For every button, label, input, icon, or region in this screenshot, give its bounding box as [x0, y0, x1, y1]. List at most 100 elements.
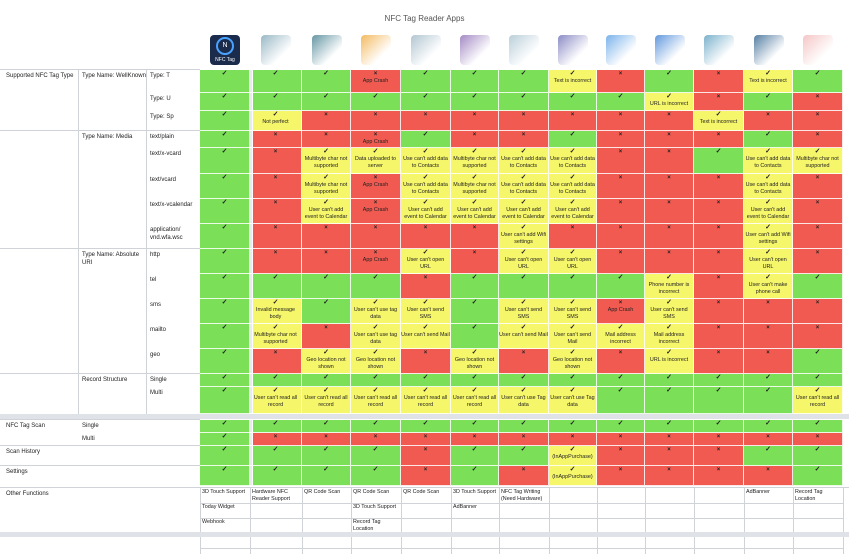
cross-icon: ×: [324, 132, 328, 138]
column-divider: [249, 174, 253, 199]
feature-text: QR Code Scan: [403, 489, 440, 495]
column-line: [200, 488, 201, 554]
check-icon: ✓: [372, 349, 379, 356]
app-icon-blurred[interactable]: [509, 35, 539, 65]
result-cell: ✓: [200, 224, 250, 249]
check-icon: ✓: [569, 349, 576, 356]
result-note: User can't use Tag data: [501, 395, 546, 408]
cross-icon: ×: [766, 112, 770, 118]
check-icon: ✓: [372, 374, 379, 381]
row-label: Type: T: [150, 73, 170, 79]
result-cell: ✓: [744, 374, 793, 387]
result-cell: ✓ (InAppPurchase): [549, 466, 597, 486]
app-icon-blurred[interactable]: [558, 35, 588, 65]
result-cell: ✓: [451, 299, 499, 324]
nfc-tag-app-icon[interactable]: N NFC Tag: [210, 35, 240, 65]
check-icon: ✓: [221, 111, 228, 118]
column-divider: [249, 433, 253, 446]
result-cell: ✓ User can't read all record: [250, 387, 302, 414]
result-note: User can't open URL: [749, 257, 787, 270]
app-icon-blurred[interactable]: [261, 35, 291, 65]
column-line: [694, 488, 695, 554]
result-cell: ✓ User can't read all record: [302, 387, 351, 414]
result-cell: ×: [793, 199, 843, 224]
app-icon-blurred[interactable]: [411, 35, 441, 65]
app-icon-blurred[interactable]: [753, 35, 784, 65]
result-cell: ×: [597, 466, 645, 486]
row-label: Single: [82, 423, 99, 429]
result-cell: ✓ User can't make phone call: [744, 274, 793, 299]
app-icon-blurred[interactable]: [606, 35, 636, 65]
cross-icon: ×: [472, 112, 477, 118]
check-icon: ✓: [569, 249, 576, 256]
app-icon-blurred[interactable]: [654, 35, 685, 65]
result-cell: ✓: [302, 299, 351, 324]
result-cell: ×: [549, 433, 597, 446]
check-icon: ✓: [617, 93, 624, 100]
result-cell: ✓: [200, 466, 250, 486]
result-cell: ✓ User can't send Mail: [499, 324, 549, 349]
result-cell: ✓ User can't send Mail: [401, 324, 451, 349]
result-cell: × App Crash: [351, 174, 401, 199]
result-cell: ✓ Multibyte char not supported: [451, 174, 499, 199]
result-cell: × App Crash: [597, 299, 645, 324]
row-divider: [200, 548, 843, 549]
check-icon: ✓: [323, 299, 329, 306]
cross-icon: ×: [618, 71, 623, 77]
app-icon-blurred[interactable]: [361, 35, 391, 65]
row-divider: [200, 518, 843, 519]
check-icon: ✓: [422, 131, 429, 138]
check-icon: ✓: [272, 299, 279, 306]
result-cell: ×: [694, 93, 744, 111]
cross-icon: ×: [273, 132, 278, 138]
result-cell: ×: [744, 433, 793, 446]
check-icon: ✓: [814, 387, 821, 394]
result-cell: ×: [401, 433, 451, 446]
result-cell: ✓: [200, 299, 250, 324]
check-icon: ✓: [272, 387, 279, 394]
result-cell: ✓ Data uploaded to server: [351, 148, 401, 174]
app-icon-blurred[interactable]: [704, 35, 734, 65]
result-note: (InAppPurchase): [552, 474, 593, 480]
check-icon: ✓: [272, 446, 279, 453]
result-cell: ×: [302, 224, 351, 249]
check-icon: ✓: [221, 70, 228, 77]
feature-text: 3D Touch Support: [453, 489, 497, 495]
row-divider: [0, 419, 200, 420]
result-cell: ✓ Text is incorrect: [744, 70, 793, 93]
check-icon: ✓: [520, 374, 527, 381]
row-label: Supported NFC Tag Type: [6, 73, 74, 79]
cross-icon: ×: [373, 132, 378, 138]
app-icon-blurred[interactable]: [460, 35, 490, 65]
feature-text: 3D Touch Support: [202, 489, 246, 495]
result-cell: ×: [597, 349, 645, 374]
app-icon-blurred[interactable]: [803, 35, 833, 65]
cross-icon: ×: [815, 112, 820, 118]
check-icon: ✓: [471, 349, 478, 356]
check-icon: ✓: [569, 93, 576, 100]
result-cell: ✓: [302, 466, 351, 486]
result-cell: ×: [597, 70, 645, 93]
check-icon: ✓: [323, 446, 329, 453]
column-divider: [249, 299, 253, 324]
result-cell: ✓: [302, 70, 351, 93]
result-cell: ✓: [302, 374, 351, 387]
check-icon: ✓: [272, 374, 279, 381]
check-icon: ✓: [520, 249, 527, 256]
result-cell: ×: [250, 349, 302, 374]
result-cell: ×: [744, 349, 793, 374]
check-icon: ✓: [715, 148, 722, 155]
result-cell: ✓ Multibyte char not supported: [302, 148, 351, 174]
result-cell: ✓: [645, 374, 694, 387]
result-note: Text is incorrect: [553, 78, 592, 84]
check-icon: ✓: [422, 387, 429, 394]
result-cell: ×: [694, 324, 744, 349]
cross-icon: ×: [618, 447, 623, 453]
check-icon: ✓: [221, 93, 228, 100]
row-label: Type Name: WellKnown: [82, 73, 146, 79]
cross-icon: ×: [766, 350, 770, 356]
row-divider: [0, 445, 200, 446]
feature-text: NFC Tag Writing (Need Hardware): [501, 489, 543, 502]
result-cell: ✓: [499, 93, 549, 111]
app-icon-blurred[interactable]: [311, 35, 342, 65]
